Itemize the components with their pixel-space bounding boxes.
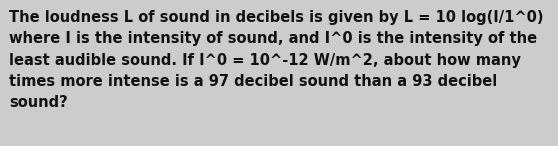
- Text: The loudness L of sound in decibels is given by L = 10 log(I/1^0)
where I is the: The loudness L of sound in decibels is g…: [9, 10, 543, 110]
